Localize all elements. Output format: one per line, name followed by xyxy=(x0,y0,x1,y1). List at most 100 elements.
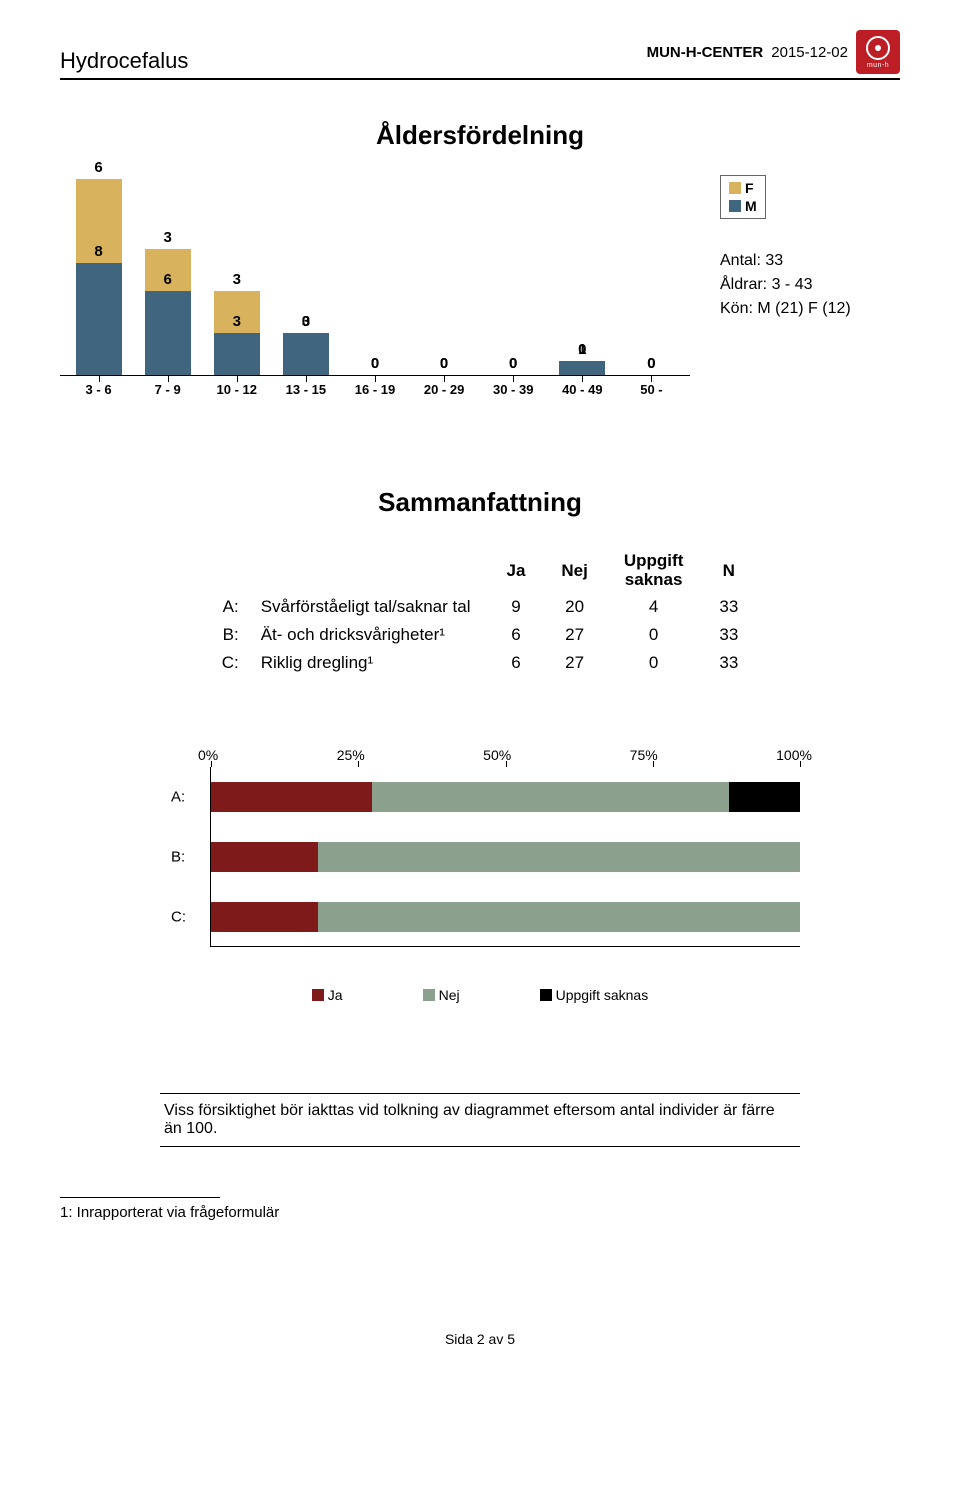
row-label: Svårförståeligt tal/saknar tal xyxy=(243,593,489,621)
bar-value-m: 3 xyxy=(302,313,310,330)
row-nej: 20 xyxy=(543,593,605,621)
hbar-letter: A: xyxy=(171,789,185,806)
hbar-seg-ja xyxy=(211,842,318,872)
footnote: 1: Inrapporterat via frågeformulär xyxy=(60,1204,900,1221)
hbar-seg-nej xyxy=(318,842,800,872)
xaxis-tick: 30 - 39 xyxy=(479,382,548,397)
doc-title: Hydrocefalus xyxy=(60,48,188,74)
hbar xyxy=(211,842,800,872)
swatch-ja xyxy=(312,989,324,1001)
bar-seg-m: 8 xyxy=(76,263,122,375)
bar-value-m: 0 xyxy=(647,355,655,372)
header-right: MUN-H-CENTER 2015-12-02 mun-h xyxy=(647,30,900,74)
chart1: 683633030000000100 3 - 67 - 910 - 1213 -… xyxy=(60,175,900,397)
hbar-letter: C: xyxy=(171,909,186,926)
legend2-nej: Nej xyxy=(423,987,460,1003)
table-row: C:Riklig dregling¹627033 xyxy=(204,649,757,677)
row-nej: 27 xyxy=(543,621,605,649)
hbar-row: B: xyxy=(211,842,800,872)
chart2-legend: Ja Nej Uppgift saknas xyxy=(60,987,900,1003)
page: Hydrocefalus MUN-H-CENTER 2015-12-02 mun… xyxy=(0,0,960,1387)
center-name: MUN-H-CENTER xyxy=(647,44,764,61)
swatch-f xyxy=(729,182,741,194)
legend2-us: Uppgift saknas xyxy=(540,987,649,1003)
swatch-nej xyxy=(423,989,435,1001)
logo-ring-icon xyxy=(866,36,890,60)
bar-col: 00 xyxy=(479,175,548,375)
bar-value-m: 0 xyxy=(509,355,517,372)
bar-value-m: 6 xyxy=(163,271,171,288)
xaxis-tick: 13 - 15 xyxy=(271,382,340,397)
chart1-title: Åldersfördelning xyxy=(60,120,900,151)
bar-value-f: 3 xyxy=(233,271,241,288)
hbar-seg-nej xyxy=(318,902,800,932)
bar-value-m: 8 xyxy=(94,243,102,260)
chart1-side: F M Antal: 33 Åldrar: 3 - 43 Kön: M (21)… xyxy=(720,175,900,321)
col-uppgift-l1: Uppgift xyxy=(624,552,683,571)
row-nej: 27 xyxy=(543,649,605,677)
side-antal: Antal: 33 xyxy=(720,249,851,273)
table-row: B:Ät- och dricksvårigheter¹627033 xyxy=(204,621,757,649)
row-n: 33 xyxy=(701,593,756,621)
xaxis-tick: 7 - 9 xyxy=(133,382,202,397)
summary-table: Ja Nej Uppgift saknas N A:Svårförståelig… xyxy=(204,548,757,677)
logo: mun-h xyxy=(856,30,900,74)
bar-seg-m: 1 xyxy=(559,361,605,375)
row-label: Ät- och dricksvårigheter¹ xyxy=(243,621,489,649)
legend-f-label: F xyxy=(745,180,754,196)
swatch-us xyxy=(540,989,552,1001)
swatch-m xyxy=(729,200,741,212)
summary-title: Sammanfattning xyxy=(60,487,900,518)
row-us: 0 xyxy=(606,649,701,677)
bar-value-m: 0 xyxy=(371,355,379,372)
doc-date: 2015-12-02 xyxy=(771,44,848,61)
legend-m-label: M xyxy=(745,198,757,214)
hbar-seg-nej xyxy=(372,782,729,812)
row-ja: 6 xyxy=(488,621,543,649)
xaxis-tick: 16 - 19 xyxy=(340,382,409,397)
summary-head-row: Ja Nej Uppgift saknas N xyxy=(204,548,757,593)
legend2-us-label: Uppgift saknas xyxy=(556,987,649,1003)
chart1-legend: F M xyxy=(720,175,766,219)
note-box: Viss försiktighet bör iakttas vid tolkni… xyxy=(160,1093,800,1147)
bar-col: 33 xyxy=(202,175,271,375)
bar-value-f: 6 xyxy=(94,159,102,176)
hbar xyxy=(211,782,800,812)
chart1-bars: 683633030000000100 xyxy=(60,175,690,375)
hbar-seg-ja xyxy=(211,782,372,812)
chart2: 0%25%50%75%100% A:B:C: xyxy=(160,747,800,947)
hbar-seg-ja xyxy=(211,902,318,932)
bar-col: 36 xyxy=(133,175,202,375)
xaxis-tick: 3 - 6 xyxy=(64,382,133,397)
col-nej: Nej xyxy=(543,548,605,593)
legend2-ja-label: Ja xyxy=(328,987,343,1003)
hbar-letter: B: xyxy=(171,849,185,866)
hbar-row: C: xyxy=(211,902,800,932)
table-row: A:Svårförståeligt tal/saknar tal920433 xyxy=(204,593,757,621)
side-info: Antal: 33 Åldrar: 3 - 43 Kön: M (21) F (… xyxy=(720,249,851,321)
legend2-nej-label: Nej xyxy=(439,987,460,1003)
xaxis-tick: 50 - xyxy=(617,382,686,397)
bar-col: 00 xyxy=(617,175,686,375)
xaxis-tick: 20 - 29 xyxy=(410,382,479,397)
side-sex: Kön: M (21) F (12) xyxy=(720,297,851,321)
row-us: 0 xyxy=(606,621,701,649)
col-n: N xyxy=(701,548,756,593)
row-ja: 6 xyxy=(488,649,543,677)
row-letter: C: xyxy=(204,649,243,677)
row-ja: 9 xyxy=(488,593,543,621)
bar-seg-m: 3 xyxy=(214,333,260,375)
chart2-ticks xyxy=(211,761,800,767)
hbar-row: A: xyxy=(211,782,800,812)
col-uppgift: Uppgift saknas xyxy=(606,548,701,593)
footnote-rule xyxy=(60,1197,220,1198)
page-number: Sida 2 av 5 xyxy=(60,1331,900,1347)
xaxis-tick: 40 - 49 xyxy=(548,382,617,397)
legend2-ja: Ja xyxy=(312,987,343,1003)
chart1-plot: 683633030000000100 3 - 67 - 910 - 1213 -… xyxy=(60,175,690,397)
xaxis-tick: 10 - 12 xyxy=(202,382,271,397)
bar-col: 00 xyxy=(340,175,409,375)
bar-value-f: 3 xyxy=(163,229,171,246)
hbar xyxy=(211,902,800,932)
row-n: 33 xyxy=(701,621,756,649)
